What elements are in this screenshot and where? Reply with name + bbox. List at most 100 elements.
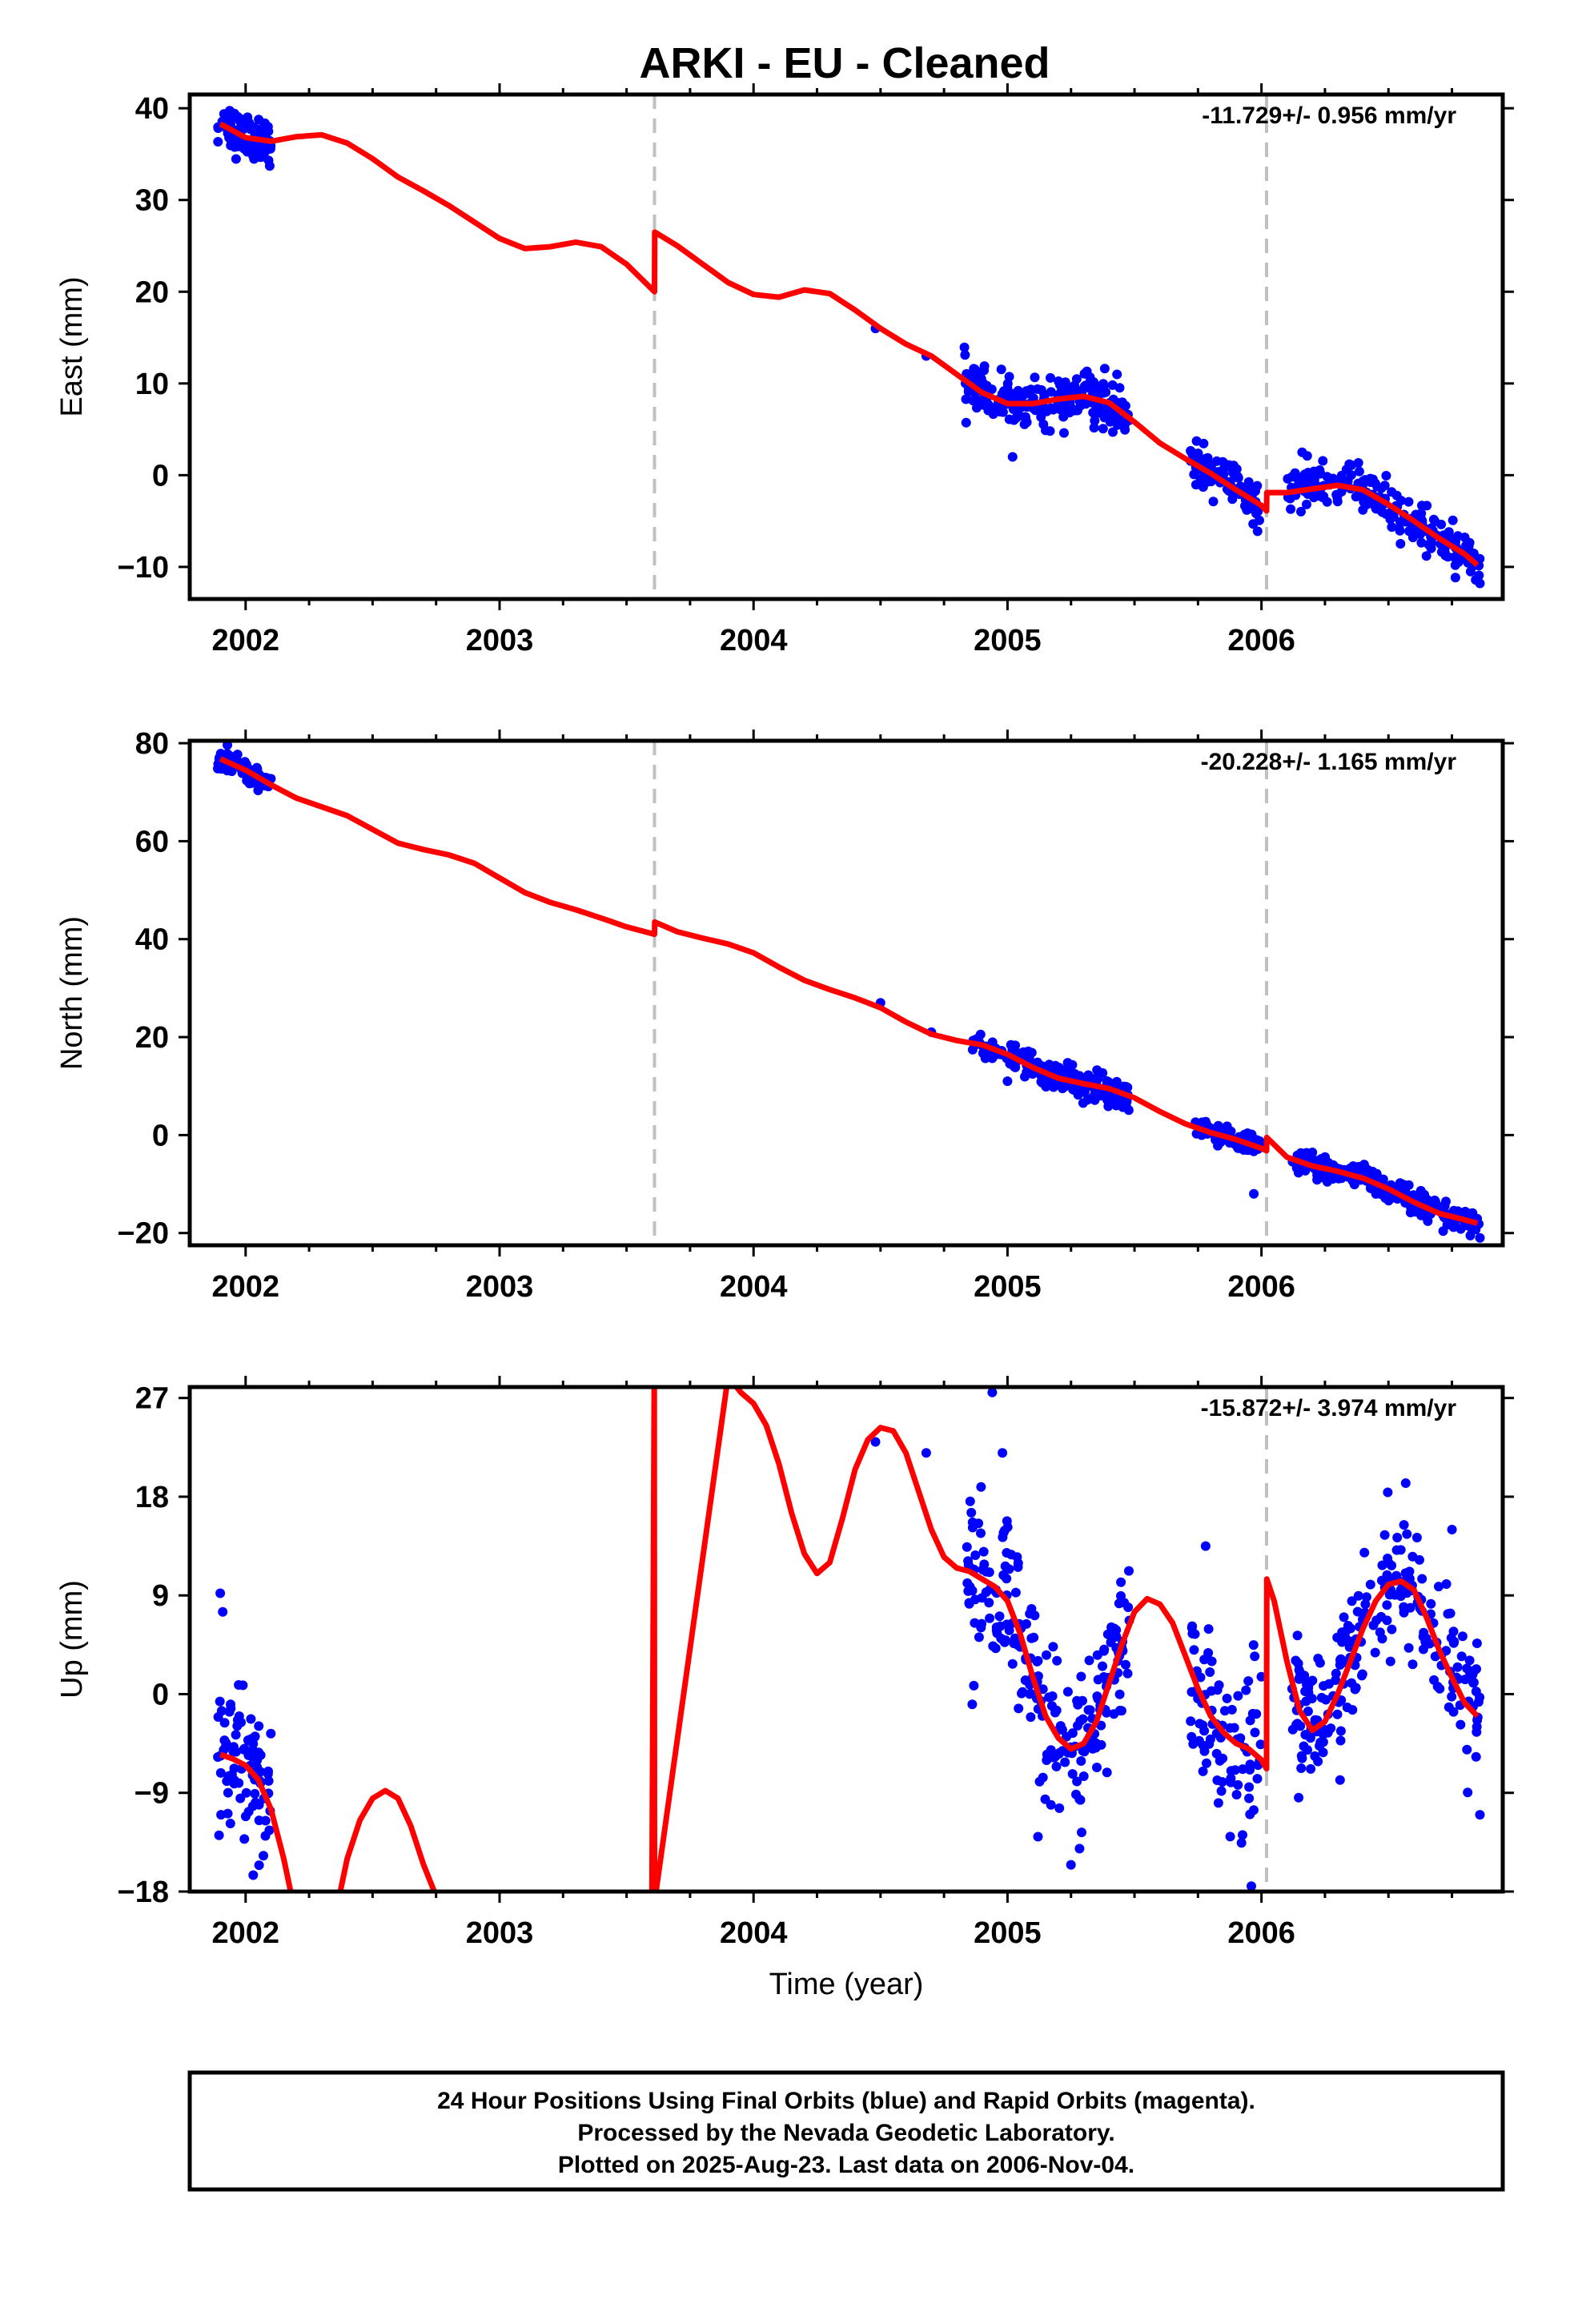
- up-point-558: [1379, 1530, 1390, 1540]
- east-point-614: [1443, 552, 1453, 562]
- up-point-31: [225, 1819, 235, 1828]
- north-point-587: [1441, 1196, 1451, 1207]
- up-point-607: [1472, 1722, 1482, 1732]
- up-point-352: [1245, 1809, 1255, 1819]
- up-xtick-label-2: 2004: [720, 1916, 788, 1950]
- up-point-10: [215, 1767, 226, 1778]
- up-point-388: [1212, 1775, 1223, 1785]
- up-point-80: [234, 1711, 244, 1721]
- north-point-538: [1403, 1180, 1414, 1190]
- up-point-245: [1079, 1747, 1090, 1757]
- up-point-19: [223, 1787, 233, 1798]
- up-point-330: [1255, 1739, 1266, 1750]
- east-point-243: [1004, 414, 1014, 424]
- east-point-571: [1464, 537, 1475, 548]
- up-point-360: [1229, 1723, 1239, 1733]
- east-ytick-label-1: 0: [152, 459, 169, 493]
- east-point-646: [1298, 479, 1308, 489]
- east-point-206: [1046, 372, 1055, 383]
- north-point-379: [1201, 1116, 1211, 1127]
- up-point-85: [228, 1742, 239, 1752]
- up-point-637: [1033, 1831, 1043, 1842]
- up-point-616: [1457, 1631, 1468, 1642]
- east-point-327: [998, 386, 1009, 396]
- north-point-67: [223, 741, 232, 750]
- up-point-133: [985, 1613, 995, 1623]
- up-point-387: [1219, 1706, 1230, 1716]
- up-point-639: [1247, 1881, 1256, 1892]
- up-point-520: [1295, 1721, 1306, 1731]
- east-point-77: [255, 143, 265, 153]
- up-point-267: [1000, 1561, 1010, 1571]
- up-point-25: [239, 1744, 249, 1755]
- up-point-306: [1042, 1749, 1052, 1759]
- up-point-395: [1226, 1773, 1236, 1783]
- up-point-195: [1106, 1622, 1117, 1632]
- east-ylabel: East (mm): [55, 276, 89, 416]
- up-point-538: [1307, 1675, 1318, 1686]
- north-point-591: [1365, 1183, 1375, 1193]
- up-point-468: [1441, 1579, 1452, 1589]
- up-ytick-label-2: 0: [152, 1678, 169, 1711]
- up-point-633: [870, 1437, 881, 1447]
- east-point-630: [1423, 540, 1434, 549]
- east-point-310: [1024, 388, 1034, 398]
- up-point-592: [1321, 1695, 1331, 1705]
- east-point-639: [1332, 497, 1343, 507]
- east-point-607: [1372, 504, 1383, 514]
- north-panel: −20 0 20 40 60 80 2002 2003 2004 2005 2006 North (m…: [55, 727, 1514, 1304]
- up-point-214: [978, 1546, 989, 1557]
- up-point-610: [1347, 1596, 1357, 1606]
- up-point-254: [1010, 1587, 1021, 1598]
- up-point-88: [221, 1738, 231, 1748]
- up-point-286: [1062, 1731, 1072, 1742]
- up-point-62: [247, 1801, 258, 1811]
- east-point-435: [1354, 466, 1364, 476]
- up-point-635: [987, 1387, 998, 1397]
- up-xtick-label-0: 2002: [212, 1916, 280, 1950]
- north-point-300: [1082, 1095, 1093, 1105]
- north-ylabel: North (mm): [55, 916, 89, 1070]
- up-point-243: [1055, 1721, 1066, 1731]
- up-point-557: [1331, 1668, 1341, 1679]
- north-point-581: [1438, 1226, 1448, 1236]
- east-point-297: [1099, 364, 1110, 374]
- east-point-612: [1309, 475, 1319, 485]
- east-point-194: [961, 394, 971, 404]
- east-point-418: [1231, 470, 1242, 480]
- up-point-215: [999, 1637, 1010, 1647]
- footer-line-2: Processed by the Nevada Geodetic Laborat…: [577, 2120, 1114, 2146]
- east-point-625: [1450, 560, 1460, 570]
- up-point-148: [1102, 1767, 1112, 1778]
- up-point-224: [1026, 1712, 1036, 1723]
- up-point-217: [976, 1528, 986, 1538]
- up-point-380: [1198, 1766, 1208, 1776]
- up-point-567: [1287, 1724, 1298, 1735]
- east-point-237: [1046, 387, 1056, 397]
- up-point-375: [1244, 1782, 1255, 1792]
- up-point-540: [1448, 1707, 1459, 1717]
- up-point-452: [1443, 1609, 1453, 1619]
- north-ytick-label-3: 40: [135, 923, 169, 957]
- east-point-75: [265, 143, 275, 154]
- up-point-382: [1205, 1667, 1215, 1677]
- east-point-396: [1243, 503, 1252, 513]
- up-point-125: [1077, 1827, 1086, 1838]
- east-point-593: [1395, 517, 1405, 527]
- up-point-400: [1418, 1644, 1428, 1655]
- up-point-613: [1375, 1627, 1385, 1638]
- north-plot-frame: [187, 738, 1505, 1248]
- east-point-78: [243, 112, 253, 123]
- east-point-317: [1120, 424, 1130, 435]
- north-point-594: [1323, 1158, 1334, 1168]
- up-point-526: [1448, 1638, 1459, 1648]
- up-point-618: [1395, 1545, 1406, 1555]
- up-point-515: [1447, 1691, 1457, 1702]
- up-point-83: [254, 1721, 264, 1731]
- up-point-77: [241, 1787, 251, 1798]
- east-ytick-label-0: −10: [118, 551, 169, 585]
- north-ytick-label-2: 20: [135, 1021, 169, 1055]
- north-point-532: [1415, 1185, 1426, 1196]
- up-point-383: [1238, 1764, 1248, 1775]
